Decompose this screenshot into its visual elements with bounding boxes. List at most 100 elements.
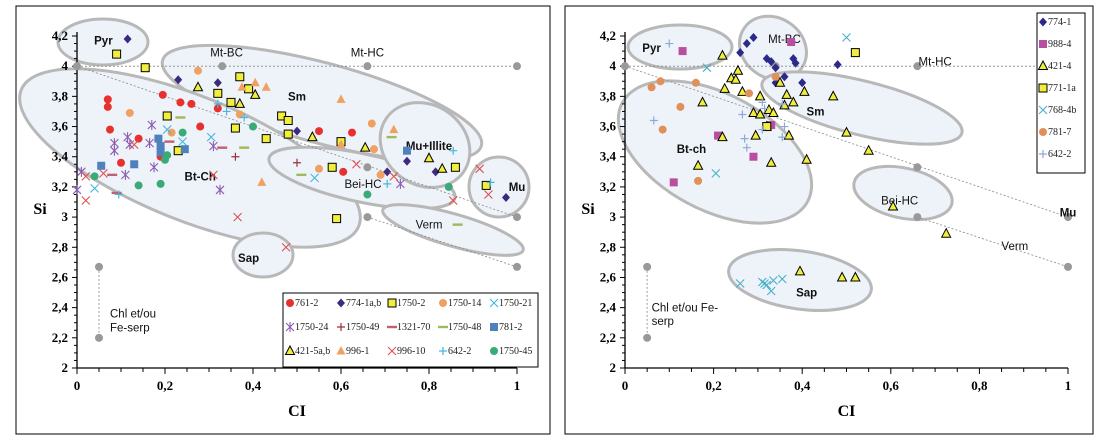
data-point <box>310 173 319 183</box>
data-point <box>239 146 250 149</box>
data-point <box>757 277 767 287</box>
data-point <box>162 125 172 134</box>
data-point <box>129 140 139 150</box>
region-label: serp <box>652 316 674 328</box>
series-768-4b <box>702 33 851 296</box>
x-tick-label: 0 <box>622 378 629 393</box>
data-point <box>771 63 780 73</box>
data-point <box>154 134 163 143</box>
data-point <box>694 176 703 185</box>
data-point <box>134 134 143 143</box>
legend-marker <box>490 323 498 331</box>
data-point <box>448 196 458 205</box>
legend-item: 996-10 <box>387 346 425 357</box>
region-label: Sm <box>288 91 306 103</box>
series-642-2 <box>649 39 789 152</box>
data-point <box>283 116 293 126</box>
data-point <box>107 173 118 177</box>
y-tick-label: 2,6 <box>600 269 617 284</box>
data-point <box>850 48 860 58</box>
legend-label: 771-1a <box>1048 83 1076 94</box>
legend-label: 988-4 <box>1048 39 1071 50</box>
legend-marker <box>387 346 397 356</box>
data-point <box>161 155 169 164</box>
data-point <box>209 141 218 152</box>
data-point <box>649 116 658 125</box>
series-1750-49 <box>231 152 301 167</box>
data-point <box>249 88 261 99</box>
legend-item: 1750-49 <box>337 322 379 333</box>
y-tick-label: 4,2 <box>52 28 68 43</box>
data-point <box>486 178 495 187</box>
data-point <box>175 116 186 119</box>
legend-marker <box>1039 17 1047 27</box>
data-point <box>111 191 122 195</box>
legend-item: 1750-24 <box>285 322 328 333</box>
y-tick-label: 4,2 <box>600 28 616 43</box>
data-point <box>748 106 759 117</box>
legend-label: 642-2 <box>448 346 471 357</box>
reference-point <box>643 333 652 342</box>
x-tick-label: 0,8 <box>971 378 988 393</box>
data-point <box>167 128 176 137</box>
data-point <box>863 144 874 155</box>
data-point <box>452 223 463 226</box>
series-421-5a,b <box>192 81 448 173</box>
region-ellipse <box>626 23 734 71</box>
data-point <box>475 164 484 174</box>
data-point <box>158 90 167 99</box>
reference-line <box>624 65 1069 218</box>
region-label: Chl et/ou Fe- <box>652 303 719 315</box>
data-point <box>217 146 228 149</box>
x-tick-label: 0,8 <box>421 378 438 393</box>
data-point <box>801 153 812 164</box>
data-point <box>130 160 139 169</box>
data-point <box>647 83 656 92</box>
data-point <box>213 88 223 98</box>
region-label: Mt-HC <box>351 48 384 60</box>
legend-marker <box>337 323 345 331</box>
legend-marker <box>1039 128 1047 136</box>
region-label: Sap <box>796 288 817 300</box>
series-1750-14 <box>125 66 385 179</box>
data-point <box>780 122 789 131</box>
legend: 761-2 774-1a,b 1750-2 1750-14 1750-21 1750-24… <box>282 292 539 368</box>
region-label: Sap <box>238 253 259 265</box>
legend-label: 996-10 <box>397 346 425 357</box>
data-point <box>336 94 346 103</box>
data-point <box>484 190 493 199</box>
reference-point <box>513 213 521 222</box>
legend-label: 774-1a,b <box>346 298 381 309</box>
legend-marker <box>489 298 499 308</box>
data-point <box>665 39 674 48</box>
y-tick-label: 2,8 <box>52 239 69 254</box>
data-point <box>235 110 244 119</box>
data-point <box>293 126 301 136</box>
legend-label: 996-1 <box>346 346 369 357</box>
data-point <box>315 127 323 136</box>
reference-point <box>95 262 103 271</box>
y-tick-label: 2,4 <box>600 300 617 315</box>
legend-label: 774-1 <box>1048 17 1071 28</box>
y-tick-label: 2,4 <box>52 300 69 315</box>
data-point <box>669 178 678 187</box>
chart-1: 2 2,2 2,4 2,6 2,8 3 3,2 3,4 3,6 3,8 4 4,2 0 0,2 0,4 0,6… <box>15 5 551 435</box>
data-point <box>730 73 742 84</box>
legend-marker <box>439 299 447 307</box>
region-ellipse <box>231 231 295 279</box>
legend-label: 421-4 <box>1048 61 1071 72</box>
data-point <box>754 108 766 119</box>
legend-label: 768-4b <box>1048 105 1076 116</box>
data-point <box>836 271 848 282</box>
data-point <box>327 162 337 172</box>
data-point <box>336 139 346 149</box>
data-point <box>735 279 745 288</box>
y-tick-label: 3,4 <box>600 149 617 164</box>
data-point <box>736 48 745 58</box>
data-point <box>781 88 793 99</box>
data-point <box>213 104 222 113</box>
data-point <box>103 95 112 104</box>
data-point <box>277 111 287 121</box>
legend-marker <box>1038 83 1048 93</box>
data-point <box>156 142 165 151</box>
